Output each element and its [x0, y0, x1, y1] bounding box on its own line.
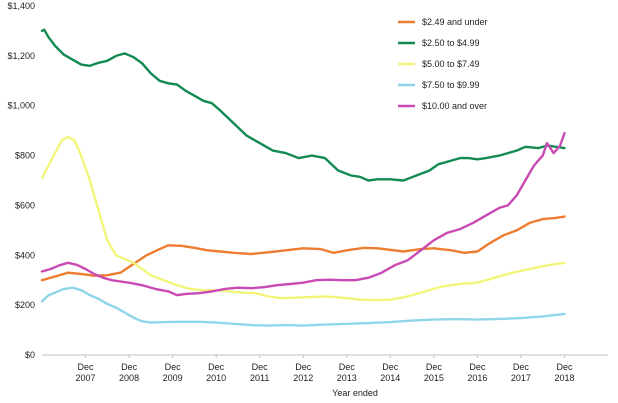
- series-line-2: [40, 28, 566, 182]
- series-line-3: [40, 135, 566, 302]
- x-tick-label: Dec 2012: [293, 362, 313, 383]
- x-axis-label: Year ended: [332, 388, 378, 398]
- x-tick-year: 2007: [76, 373, 96, 383]
- y-tick-label: $400: [15, 250, 35, 260]
- y-tick-label: $1,000: [7, 101, 35, 111]
- x-tick-year: 2015: [424, 373, 444, 383]
- y-tick-label: $0: [25, 350, 35, 360]
- x-tick-year: 2010: [206, 373, 226, 383]
- x-tick-month: Dec: [513, 362, 530, 372]
- x-tick-label: Dec 2007: [76, 362, 96, 383]
- x-tick-label: Dec 2009: [163, 362, 183, 383]
- x-tick-label: Dec 2011: [250, 362, 269, 383]
- y-tick-label: $600: [15, 200, 35, 210]
- x-tick-month: Dec: [295, 362, 312, 372]
- x-tick-year: 2008: [119, 373, 139, 383]
- x-tick-label: Dec 2017: [511, 362, 531, 383]
- y-tick-label: $800: [15, 151, 35, 161]
- x-tick-label: Dec 2013: [337, 362, 357, 383]
- x-tick-year: 2012: [293, 373, 313, 383]
- x-tick-month: Dec: [556, 362, 573, 372]
- y-tick-label: $200: [15, 300, 35, 310]
- y-tick-label: $1,400: [7, 1, 35, 11]
- series-line-5: [40, 131, 566, 297]
- x-tick-month: Dec: [382, 362, 399, 372]
- x-tick-year: 2014: [380, 373, 400, 383]
- x-tick-year: 2016: [467, 373, 487, 383]
- x-tick-label: Dec 2015: [424, 362, 444, 383]
- series-line-1: [40, 215, 566, 282]
- x-tick-year: 2009: [163, 373, 183, 383]
- y-axis-ticks: $0 $200 $400 $600 $800 $1,000 $1,200 $1,400: [7, 1, 35, 360]
- x-tick-month: Dec: [165, 362, 182, 372]
- legend-label: $2.50 to $4.99: [422, 38, 480, 48]
- legend: $2.49 and under $2.50 to $4.99 $5.00 to $7…: [398, 17, 488, 111]
- x-tick-year: 2017: [511, 373, 531, 383]
- x-tick-month: Dec: [252, 362, 269, 372]
- x-tick-label: Dec 2016: [467, 362, 487, 383]
- legend-label: $7.50 to $9.99: [422, 80, 480, 90]
- x-tick-month: Dec: [121, 362, 138, 372]
- series-layer: [40, 28, 566, 327]
- x-tick-label: Dec 2010: [206, 362, 226, 383]
- legend-label: $2.49 and under: [422, 17, 488, 27]
- y-tick-label: $1,200: [7, 51, 35, 61]
- x-tick-label: Dec 2008: [119, 362, 139, 383]
- x-tick-year: 2013: [337, 373, 357, 383]
- x-tick-year: 2011: [250, 373, 269, 383]
- x-tick-label: Dec 2018: [554, 362, 574, 383]
- x-tick-month: Dec: [469, 362, 486, 372]
- x-tick-month: Dec: [208, 362, 225, 372]
- legend-label: $10.00 and over: [422, 101, 487, 111]
- x-tick-label: Dec 2014: [380, 362, 400, 383]
- legend-label: $5.00 to $7.49: [422, 59, 480, 69]
- x-tick-year: 2018: [554, 373, 574, 383]
- series-line-4: [40, 286, 566, 327]
- x-tick-month: Dec: [339, 362, 356, 372]
- x-tick-month: Dec: [78, 362, 95, 372]
- x-tick-month: Dec: [426, 362, 443, 372]
